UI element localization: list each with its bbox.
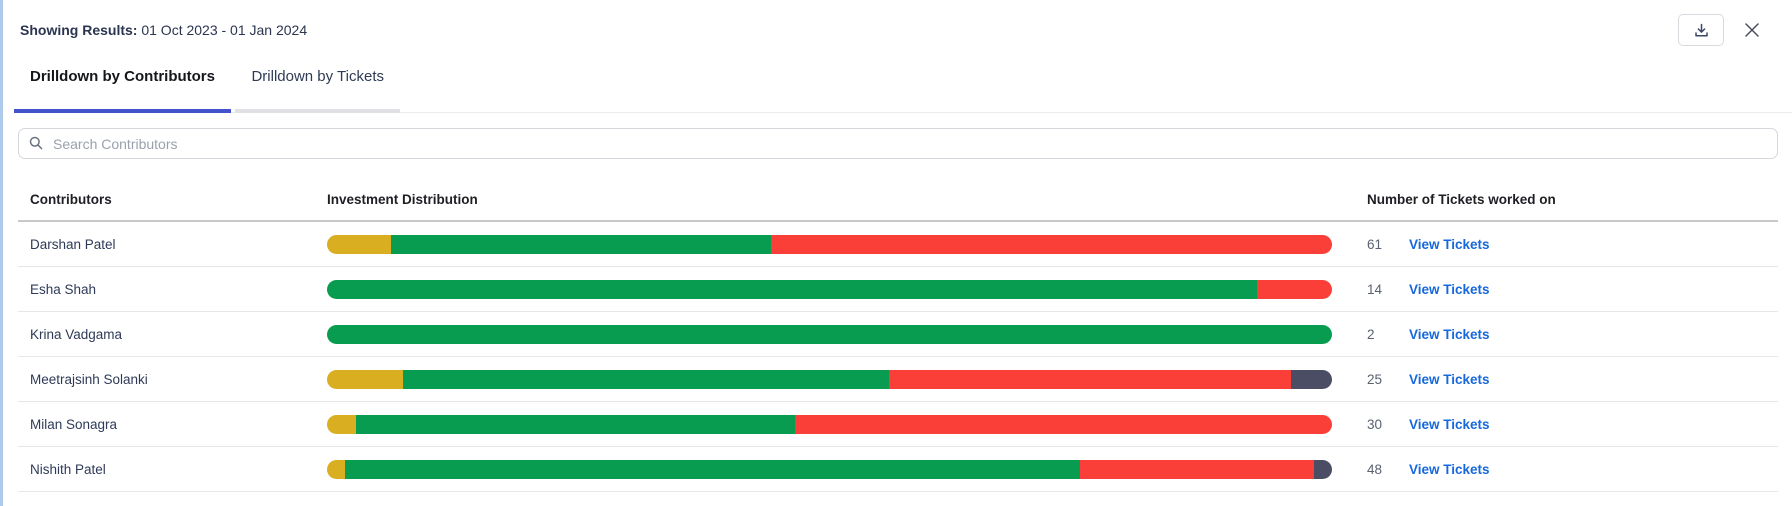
results-header: Showing Results: 01 Oct 2023 - 01 Jan 20… — [0, 0, 1792, 46]
bar-segment — [327, 414, 357, 434]
close-icon — [1742, 20, 1762, 40]
tickets-count: 61 — [1367, 236, 1383, 252]
bar-segment — [327, 279, 1257, 299]
investment-distribution-bar — [327, 414, 1332, 434]
bar-segment — [888, 369, 1291, 389]
bar-segment — [327, 459, 346, 479]
view-tickets-link[interactable]: View Tickets — [1409, 281, 1490, 297]
download-button[interactable] — [1678, 14, 1724, 46]
view-tickets-link[interactable]: View Tickets — [1409, 236, 1490, 252]
bar-segment — [391, 234, 772, 254]
bar-segment — [1313, 459, 1332, 479]
bar-segment — [345, 459, 1080, 479]
view-tickets-link[interactable]: View Tickets — [1409, 416, 1490, 432]
contributor-name: Krina Vadgama — [30, 326, 123, 342]
bar-segment — [1256, 279, 1332, 299]
investment-distribution-bar — [327, 459, 1332, 479]
table-row: Darshan Patel 61 View Tickets — [18, 222, 1778, 267]
contributor-name: Nishith Patel — [30, 461, 106, 477]
table-row: Meetrajsinh Solanki 25 View Tickets — [18, 357, 1778, 402]
table-row: Milan Sonagra 30 View Tickets — [18, 402, 1778, 447]
bar-segment — [356, 414, 796, 434]
search-contributors-input[interactable] — [18, 128, 1778, 159]
tickets-count: 25 — [1367, 371, 1383, 387]
bar-segment — [327, 369, 404, 389]
showing-results-label: Showing Results: — [20, 22, 138, 38]
contributor-name: Milan Sonagra — [30, 416, 118, 432]
showing-results-text: Showing Results: 01 Oct 2023 - 01 Jan 20… — [20, 22, 307, 38]
investment-distribution-bar — [327, 324, 1332, 344]
investment-distribution-bar — [327, 279, 1332, 299]
search-bar — [18, 128, 1778, 159]
tickets-count: 48 — [1367, 461, 1383, 477]
contributor-name: Meetrajsinh Solanki — [30, 371, 148, 387]
bar-segment — [1079, 459, 1314, 479]
tab-drilldown-by-tickets[interactable]: Drilldown by Tickets — [235, 68, 400, 113]
tickets-count: 14 — [1367, 281, 1383, 297]
bar-segment — [795, 414, 1332, 434]
tab-drilldown-by-contributors[interactable]: Drilldown by Contributors — [14, 68, 231, 113]
table-row: Esha Shah 14 View Tickets — [18, 267, 1778, 312]
bar-segment — [327, 324, 1332, 344]
table-row: Nishith Patel 48 View Tickets — [18, 447, 1778, 492]
contributor-name: Darshan Patel — [30, 236, 116, 252]
investment-distribution-bar — [327, 369, 1332, 389]
column-header-investment-distribution: Investment Distribution — [327, 192, 478, 207]
drilldown-tabs: Drilldown by Contributors Drilldown by T… — [14, 68, 1792, 113]
investment-distribution-bar — [327, 234, 1332, 254]
view-tickets-link[interactable]: View Tickets — [1409, 461, 1490, 477]
search-icon — [28, 135, 44, 156]
tickets-count: 30 — [1367, 416, 1383, 432]
bar-segment — [771, 234, 1332, 254]
column-header-number-of-tickets: Number of Tickets worked on — [1367, 192, 1556, 207]
bar-segment — [403, 369, 889, 389]
view-tickets-link[interactable]: View Tickets — [1409, 371, 1490, 387]
tickets-count: 2 — [1367, 326, 1375, 342]
column-header-contributors: Contributors — [30, 192, 112, 207]
table-header-row: Contributors Investment Distribution Num… — [18, 179, 1778, 222]
contributor-name: Esha Shah — [30, 281, 97, 297]
contributors-table-body: Darshan Patel 61 View Tickets Esha Shah … — [0, 222, 1792, 492]
panel-left-accent-line — [0, 0, 3, 506]
bar-segment — [327, 234, 392, 254]
table-row: Krina Vadgama 2 View Tickets — [18, 312, 1778, 357]
bar-segment — [1290, 369, 1332, 389]
date-range-value: 01 Oct 2023 - 01 Jan 2024 — [141, 22, 308, 38]
view-tickets-link[interactable]: View Tickets — [1409, 326, 1490, 342]
close-button[interactable] — [1742, 20, 1762, 40]
download-icon — [1693, 22, 1710, 39]
